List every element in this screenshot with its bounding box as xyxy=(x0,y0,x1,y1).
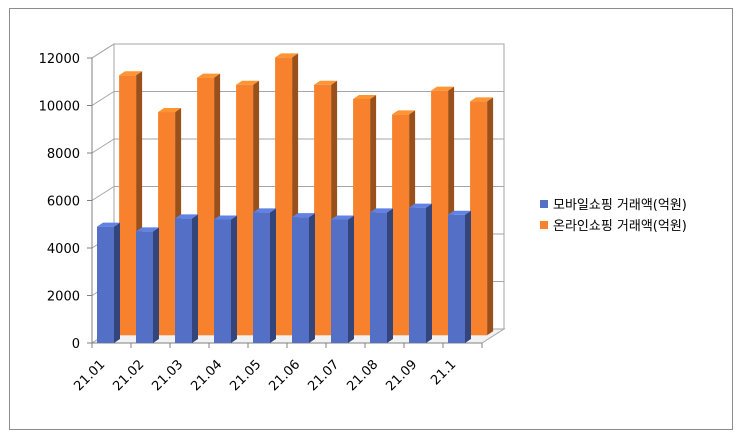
y-tick-label: 8000 xyxy=(47,147,80,162)
legend-swatch xyxy=(540,221,548,229)
bar-front xyxy=(253,212,270,343)
bar-series-2 xyxy=(470,97,494,336)
bar-side xyxy=(309,213,315,343)
bar-top xyxy=(97,222,120,227)
y-tick-label: 6000 xyxy=(47,195,80,210)
bar-top xyxy=(236,80,260,85)
legend: 모바일쇼핑 거래액(억원) 온라인쇼핑 거래액(억원) xyxy=(540,198,687,234)
bar-front xyxy=(370,212,387,343)
legend-swatch xyxy=(540,200,548,208)
y-tick-label: 0 xyxy=(72,337,80,352)
bar-top xyxy=(175,214,198,219)
bar-side xyxy=(387,208,393,343)
bar-front xyxy=(314,84,332,336)
grid-line xyxy=(91,91,504,106)
bar-front xyxy=(158,112,176,336)
bar-top xyxy=(214,215,237,220)
bar-series-1 xyxy=(409,203,432,343)
bar-front xyxy=(197,77,215,336)
bar-series-1 xyxy=(331,215,354,343)
y-tick-label: 10000 xyxy=(39,100,80,115)
bar-front xyxy=(448,214,465,343)
legend-label: 온라인쇼핑 거래액(억원) xyxy=(553,219,687,234)
bar-series-1 xyxy=(214,215,237,343)
x-axis: 21.01 21.02 21.03 21.04 21.05 21.06 21.07 21.08… xyxy=(71,342,483,394)
x-tick-label: 21.03 xyxy=(149,357,186,394)
bars xyxy=(97,53,494,343)
bar-series-1 xyxy=(136,227,159,343)
bar-side xyxy=(114,222,120,343)
bar-series-1 xyxy=(253,208,276,343)
bar-top xyxy=(197,73,221,78)
x-tick-label: 21.02 xyxy=(110,357,147,394)
bar-front xyxy=(292,217,309,343)
bar-side xyxy=(426,203,432,343)
bar-side xyxy=(348,215,354,343)
bar-top xyxy=(470,97,494,102)
bar-top xyxy=(314,80,338,85)
y-axis: 0 2000 4000 6000 8000 10000 12000 xyxy=(39,52,93,352)
bar-front xyxy=(409,207,426,343)
grid-line xyxy=(91,43,504,59)
bar-top xyxy=(275,53,299,58)
bar-front xyxy=(119,75,137,336)
x-tick-label: 21.04 xyxy=(188,357,225,394)
bar-front xyxy=(331,219,348,343)
bar-top xyxy=(253,208,276,213)
bar-front xyxy=(214,219,231,343)
bar-top xyxy=(158,108,182,113)
bar-series-1 xyxy=(448,210,471,343)
bar-top xyxy=(119,71,143,76)
x-tick-label: 21.01 xyxy=(71,357,108,394)
bar-side xyxy=(465,210,471,343)
x-tick-label: 21.05 xyxy=(227,357,264,394)
bar-top xyxy=(292,213,315,218)
y-tick-label: 12000 xyxy=(39,52,80,67)
bar-side xyxy=(487,97,494,336)
x-tick-label: 21.08 xyxy=(344,357,381,394)
bar-top xyxy=(136,227,159,232)
y-tick-label: 4000 xyxy=(47,242,80,257)
bar-top xyxy=(331,215,354,220)
bar-side xyxy=(153,227,159,343)
bar-series-1 xyxy=(97,222,120,343)
bar-top xyxy=(370,208,393,213)
x-tick-label: 21.07 xyxy=(305,357,342,394)
bar-front xyxy=(275,57,293,336)
legend-label: 모바일쇼핑 거래액(억원) xyxy=(553,198,687,213)
y-tick-label: 2000 xyxy=(47,290,80,305)
bar-front xyxy=(431,90,449,336)
x-tick-label: 21.1 xyxy=(428,357,459,388)
bar-series-1 xyxy=(370,208,393,343)
bar-side xyxy=(270,208,276,343)
bar-top xyxy=(392,110,416,115)
bar-top xyxy=(448,210,471,215)
bar-top xyxy=(431,86,455,91)
bar-front xyxy=(236,84,254,336)
bar-series-1 xyxy=(292,213,315,343)
bar-front xyxy=(353,98,371,336)
bar-front xyxy=(392,114,410,336)
x-tick-label: 21.09 xyxy=(383,357,420,394)
bar-side xyxy=(231,215,237,343)
bar-top xyxy=(409,203,432,208)
bar-front xyxy=(470,101,488,336)
bar-series-1 xyxy=(175,214,198,343)
bar-front xyxy=(136,231,153,343)
bar-top xyxy=(353,94,377,99)
bar-front xyxy=(175,218,192,343)
x-tick-label: 21.06 xyxy=(266,357,303,394)
bar-front xyxy=(97,226,114,343)
bar-side xyxy=(192,214,198,343)
